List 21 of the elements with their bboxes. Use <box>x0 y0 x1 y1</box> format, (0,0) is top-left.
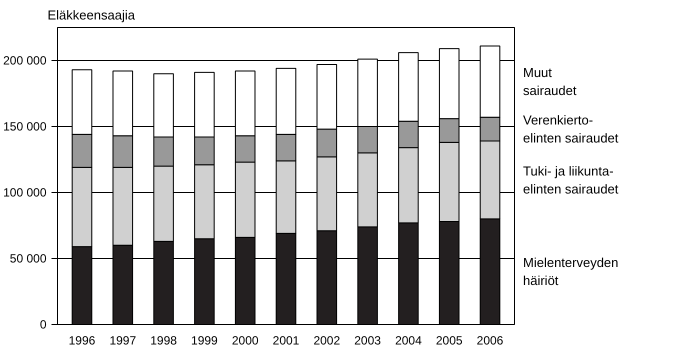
y-axis-title: Eläkkeensaajia <box>48 8 136 22</box>
x-tick-label: 2006 <box>476 334 504 347</box>
x-tick-label: 2001 <box>272 334 300 347</box>
series-label: Muut sairaudet <box>523 65 577 98</box>
x-tick-label: 2000 <box>232 334 259 347</box>
x-tick-label: 2005 <box>436 334 463 347</box>
y-tick-label: 200 000 <box>3 54 47 68</box>
series-label: Mielenterveyden häiriöt <box>523 255 618 288</box>
x-tick-label: 2004 <box>395 334 422 347</box>
series-label: Tuki- ja liikunta- elinten sairaudet <box>523 163 619 196</box>
y-tick-label: 150 000 <box>3 120 47 134</box>
y-tick-label: 50 000 <box>10 252 47 266</box>
y-tick-label: 100 000 <box>3 186 47 200</box>
y-tick-label: 0 <box>40 318 47 332</box>
x-tick-label: 2003 <box>354 334 382 347</box>
x-tick-label: 1999 <box>191 334 218 347</box>
x-tick-label: 1997 <box>109 334 136 347</box>
x-tick-label: 2002 <box>313 334 340 347</box>
series-label: Verenkierto- elinten sairaudet <box>523 112 619 146</box>
x-tick-label: 1998 <box>150 334 178 347</box>
x-tick-label: 1996 <box>68 334 96 347</box>
